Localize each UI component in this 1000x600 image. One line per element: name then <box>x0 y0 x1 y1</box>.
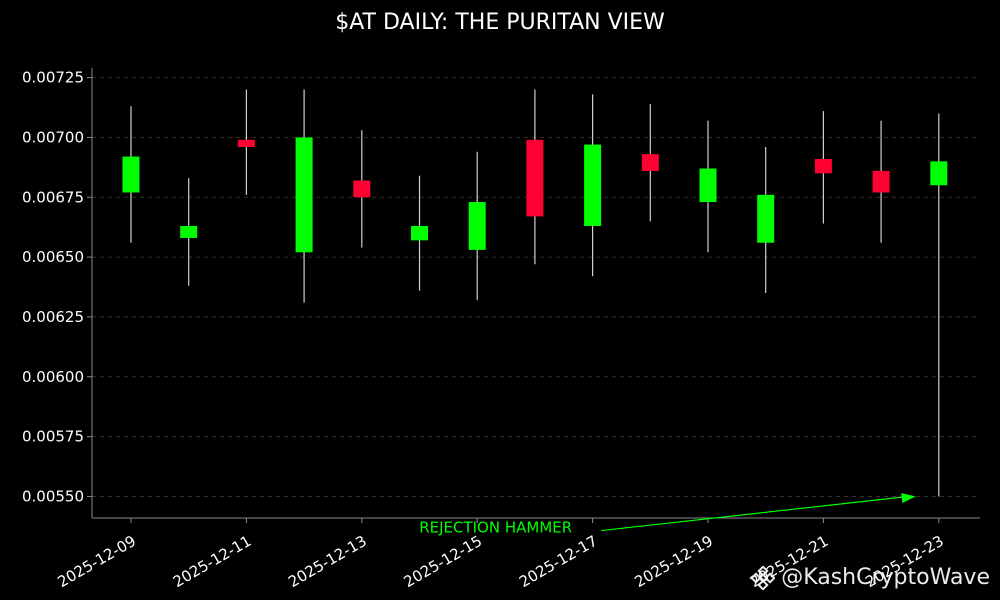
y-tick-label: 0.00650 <box>22 248 84 266</box>
y-tick-label: 0.00700 <box>22 128 84 146</box>
y-tick-label: 0.00600 <box>22 368 84 386</box>
y-tick-label: 0.00550 <box>22 487 84 505</box>
candle-body-up <box>584 144 602 226</box>
y-tick-label: 0.00575 <box>22 428 84 446</box>
candle-body-up <box>699 168 717 203</box>
candle-body-down <box>872 170 890 193</box>
candle-body-down <box>237 139 255 147</box>
x-tick-label: 2025-12-11 <box>170 532 255 591</box>
candle-body-up <box>180 225 198 238</box>
x-tick-label: 2025-12-19 <box>631 532 716 591</box>
candle-body-up <box>930 161 948 186</box>
y-tick-label: 0.00625 <box>22 308 84 326</box>
candle-body-down <box>526 139 544 217</box>
annotation-label: REJECTION HAMMER <box>419 519 572 537</box>
x-tick-label: 2025-12-09 <box>54 532 139 591</box>
chart-title: $AT DAILY: THE PURITAN VIEW <box>335 10 665 35</box>
candle-body-up <box>122 156 140 193</box>
x-tick-label: 2025-12-17 <box>516 532 601 591</box>
annotation-layer: REJECTION HAMMER <box>419 492 916 537</box>
candle-body-down <box>353 180 371 198</box>
binance-logo-icon <box>751 565 776 590</box>
candle-body-down <box>814 158 832 174</box>
x-tick-label: 2025-12-13 <box>285 532 370 591</box>
x-tick-label: 2025-12-15 <box>401 532 486 591</box>
candle-body-up <box>411 225 428 241</box>
candle-body-up <box>468 202 486 250</box>
candle-body-up <box>295 137 313 253</box>
axis-layer: 0.00550 0.00575 0.00600 0.00625 0.00650 0.006… <box>22 68 980 591</box>
y-tick-label: 0.00725 <box>22 69 84 87</box>
annotation-arrow-line <box>601 496 904 532</box>
candle-body-down <box>641 154 659 171</box>
y-tick-label: 0.00675 <box>22 188 84 206</box>
watermark-text: @KashCryptoWave <box>781 565 990 590</box>
watermark: @KashCryptoWave <box>751 565 990 590</box>
candle-body-up <box>757 194 775 243</box>
candle-layer <box>122 89 948 497</box>
annotation-arrow-head <box>901 492 916 503</box>
